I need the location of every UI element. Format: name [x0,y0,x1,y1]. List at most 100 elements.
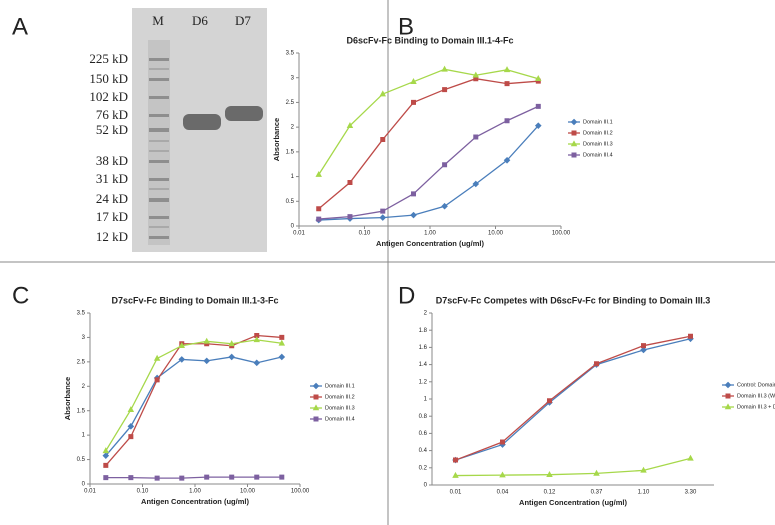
data-point [128,475,134,481]
data-point [178,356,186,363]
marker-label: 76 kD [96,107,128,122]
y-tick-label: 2 [424,311,428,317]
data-point [278,353,286,361]
series-line [318,125,539,221]
legend-marker [724,403,732,410]
legend-label: Domain III.4 [325,416,355,422]
data-point [127,423,135,430]
x-tick-label: 0.01 [450,490,462,496]
y-axis-label: Absorbance [63,377,72,420]
data-point [203,337,210,344]
legend-label: Domain III.3 [325,405,355,411]
data-point [279,334,285,340]
y-tick-label: 0.6 [419,431,428,437]
data-point [472,180,480,188]
data-point [547,398,552,404]
legend-label: Control: Domain III.3 Only [737,382,775,388]
x-axis-label: Antigen Concentration (ug/ml) [376,239,484,248]
y-tick-label: 1.5 [286,149,295,155]
data-point [379,214,387,221]
legend-marker [313,416,319,422]
x-tick-label: 1.10 [638,490,650,496]
data-point [442,162,448,168]
data-point [503,156,511,164]
legend-marker [312,404,320,411]
x-tick-label: 10.00 [488,231,504,237]
data-point [640,346,647,354]
y-tick-label: 0.5 [286,199,295,205]
y-tick-label: 2 [82,384,86,390]
data-point [279,474,285,480]
x-tick-label: 100.00 [291,489,310,495]
x-tick-label: 0.01 [84,489,96,495]
legend-label: Domain III.1 [325,383,355,389]
data-point [593,469,600,476]
data-point [315,170,322,177]
data-point [347,214,353,220]
y-tick-label: 1.2 [419,379,428,385]
x-tick-label: 1.00 [424,231,436,237]
data-point [254,474,260,480]
panel-label: D [398,282,415,309]
y-tick-label: 1.6 [419,345,428,351]
series-line [105,476,282,479]
data-point [472,71,480,78]
y-tick-label: 0 [291,224,295,230]
legend-marker [570,140,578,147]
legend-marker [571,152,577,158]
data-point [102,447,110,454]
data-point [453,457,458,463]
data-point [127,406,135,413]
chart-title: D7scFv-Fc Competes with D6scFv-Fc for Bi… [436,295,711,305]
data-point [253,336,260,343]
data-point [203,357,210,365]
marker-label: 31 kD [96,171,128,186]
data-point [102,452,110,459]
x-tick-label: 0.01 [293,231,305,237]
data-point [640,466,647,473]
y-tick-label: 1 [424,397,428,403]
legend-label: Domain III.3 [583,141,613,147]
data-point [179,475,185,481]
y-tick-label: 1 [82,433,86,439]
data-point [347,180,353,186]
gel-image [132,8,267,252]
y-axis-label: Absorbance [272,118,281,161]
data-point [452,471,459,478]
data-point [229,474,235,480]
data-point [316,206,322,212]
data-point [204,474,210,480]
data-point [103,462,109,468]
series-line [105,356,282,457]
data-point [687,454,694,461]
marker-label: 38 kD [96,153,128,168]
lane-label: M [152,13,164,28]
series-line [455,335,691,461]
legend-label: Domain III.2 [325,394,355,400]
legend-label: Domain III.4 [583,152,613,158]
data-point [410,78,417,84]
x-tick-label: 0.10 [359,231,371,237]
series-line [105,339,282,452]
chart-title: D6scFv-Fc Binding to Domain III.1-4-Fc [346,35,513,45]
x-tick-label: 0.04 [497,490,509,496]
data-point [153,354,161,361]
data-point [278,339,286,346]
panel-label: A [12,13,28,40]
panel-label: C [12,282,29,309]
series-line [318,105,539,220]
data-point [504,81,510,87]
marker-label: 17 kD [96,209,128,224]
legend-marker [724,381,732,389]
y-tick-label: 2.5 [77,359,86,365]
marker-label: 225 kD [89,51,128,66]
data-point [379,90,387,97]
y-tick-label: 0.4 [419,448,428,454]
x-tick-label: 0.10 [137,489,149,495]
y-tick-label: 1.5 [77,408,86,414]
data-point [380,208,386,214]
marker-label: 150 kD [89,71,128,86]
panel-label: B [398,13,414,40]
legend-marker [725,393,731,399]
y-tick-label: 3.5 [77,311,86,317]
